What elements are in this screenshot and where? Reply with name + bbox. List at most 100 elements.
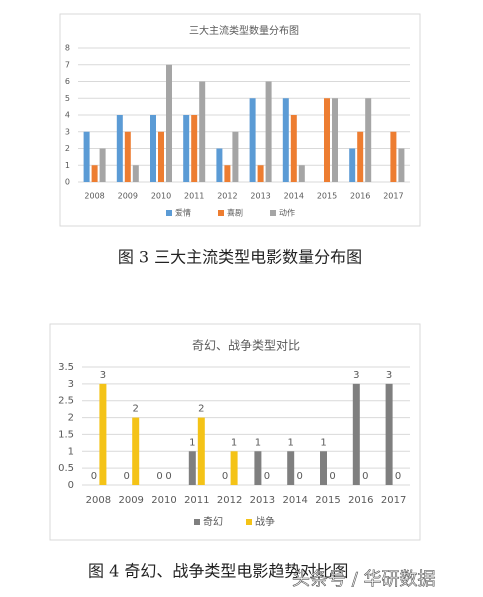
y-tick-label: 0.5 (58, 463, 74, 474)
x-tick-label: 2012 (217, 495, 242, 506)
bar (232, 131, 239, 182)
y-tick-label: 1 (68, 446, 74, 457)
chart-title: 三大主流类型数量分布图 (189, 24, 299, 37)
data-label: 0 (156, 471, 162, 482)
bar (197, 417, 205, 485)
data-label: 1 (255, 437, 261, 448)
data-label: 0 (362, 471, 368, 482)
x-tick-label: 2012 (217, 192, 237, 201)
bar (230, 451, 238, 485)
y-tick-label: 7 (65, 60, 70, 69)
data-label: 0 (297, 471, 303, 482)
x-tick-label: 2011 (184, 192, 204, 201)
x-tick-label: 2011 (184, 495, 209, 506)
x-tick-label: 2013 (250, 192, 270, 201)
data-label: 0 (395, 471, 401, 482)
data-label: 3 (386, 370, 392, 381)
data-label: 1 (231, 437, 237, 448)
data-label: 0 (329, 471, 335, 482)
data-label: 0 (222, 471, 228, 482)
x-tick-label: 2008 (84, 192, 104, 201)
legend-label: 奇幻 (203, 515, 223, 528)
bar (282, 98, 289, 182)
x-tick-label: 2014 (282, 495, 307, 506)
y-tick-label: 4 (65, 111, 70, 120)
bar (290, 115, 297, 182)
data-label: 0 (165, 471, 171, 482)
bar (249, 98, 256, 182)
data-label: 3 (100, 370, 106, 381)
bar (116, 115, 123, 182)
chart-title: 奇幻、战争类型对比 (192, 339, 300, 353)
legend-label: 爱情 (175, 208, 191, 218)
y-tick-label: 2 (68, 413, 74, 424)
data-label: 0 (91, 471, 97, 482)
bar (132, 165, 139, 182)
bar (188, 451, 196, 485)
x-tick-label: 2015 (317, 192, 337, 201)
bar (91, 165, 98, 182)
bar (257, 165, 264, 182)
legend-swatch (270, 210, 276, 216)
bar (332, 98, 338, 182)
data-label: 0 (264, 471, 270, 482)
data-label: 1 (288, 437, 294, 448)
legend-swatch (166, 210, 172, 216)
watermark: 头条号 / 华研数据 (292, 569, 436, 590)
legend-swatch (194, 519, 200, 525)
y-tick-label: 2 (65, 144, 70, 153)
bar (385, 383, 393, 485)
y-tick-label: 1.5 (58, 429, 74, 440)
legend-label: 喜剧 (227, 208, 243, 218)
x-tick-label: 2015 (315, 495, 340, 506)
x-tick-label: 2017 (381, 495, 406, 506)
bar (158, 131, 164, 182)
x-tick-label: 2016 (348, 495, 373, 506)
bar (324, 98, 330, 182)
bar (298, 165, 305, 182)
bar (199, 81, 206, 182)
bar (132, 417, 140, 485)
bar (390, 131, 397, 182)
legend-label: 动作 (279, 208, 295, 218)
legend-swatch (246, 519, 252, 525)
caption: 图 4 奇幻、战争类型电影趋势对比图 (88, 562, 348, 581)
y-tick-label: 0 (68, 480, 74, 491)
x-tick-label: 2013 (250, 495, 275, 506)
bar (320, 451, 327, 485)
x-tick-label: 2008 (86, 495, 111, 506)
y-tick-label: 3.5 (58, 362, 74, 373)
bar (83, 131, 90, 182)
y-tick-label: 1 (65, 161, 70, 170)
data-label: 2 (133, 404, 139, 415)
bar (352, 383, 360, 485)
bar (365, 98, 372, 182)
data-label: 3 (353, 370, 359, 381)
bar (166, 64, 172, 182)
bar (191, 115, 198, 182)
y-tick-label: 8 (65, 44, 70, 53)
x-tick-label: 2009 (118, 192, 138, 201)
bar (150, 115, 156, 182)
data-label: 1 (320, 437, 326, 448)
bar (287, 451, 295, 485)
y-tick-label: 3 (68, 379, 74, 390)
x-tick-label: 2009 (118, 495, 143, 506)
legend-swatch (218, 210, 224, 216)
bar (224, 165, 231, 182)
y-tick-label: 5 (65, 94, 70, 103)
x-tick-label: 2014 (284, 192, 304, 201)
y-tick-label: 0 (65, 178, 70, 187)
bar (99, 148, 106, 182)
data-label: 1 (189, 437, 195, 448)
y-tick-label: 2.5 (58, 396, 74, 407)
bar (254, 451, 262, 485)
bar (216, 148, 223, 182)
y-tick-label: 6 (65, 77, 70, 86)
legend-label: 战争 (255, 515, 275, 528)
bar (349, 148, 356, 182)
x-tick-label: 2010 (151, 495, 176, 506)
bar (265, 81, 272, 182)
x-tick-label: 2017 (383, 192, 403, 201)
